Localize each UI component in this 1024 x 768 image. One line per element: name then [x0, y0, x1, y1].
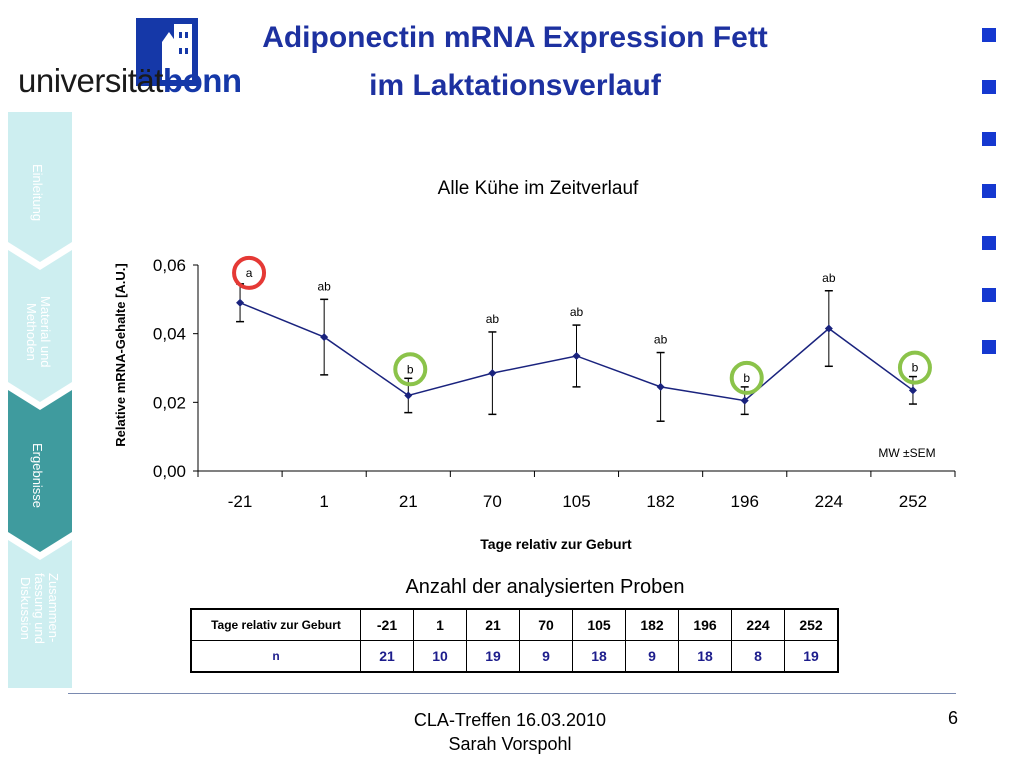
sidebar-label-einleitung: Einleitung — [30, 164, 45, 222]
data-point — [488, 369, 497, 378]
sidebar-nav: Einleitung Material und Methoden Ergebni… — [8, 112, 74, 692]
table-cell: 196 — [678, 608, 732, 641]
decorative-squares — [982, 28, 998, 392]
line-chart: Alle Kühe im Zeitverlauf Relative mRNA-G… — [113, 178, 956, 552]
chart-title: Alle Kühe im Zeitverlauf — [438, 178, 639, 199]
significance-letter: b — [743, 371, 750, 385]
x-tick-label: 21 — [399, 492, 418, 511]
highlight-circle — [232, 255, 267, 290]
table-cell: 9 — [625, 640, 679, 673]
table-cell: 18 — [572, 640, 626, 673]
x-tick-label: 196 — [731, 492, 759, 511]
data-point — [572, 351, 581, 360]
table-cell: 21 — [360, 640, 414, 673]
table-cell: 8 — [731, 640, 785, 673]
sidebar-item-ergebnisse[interactable] — [8, 390, 72, 552]
table-row-label: n — [190, 640, 361, 673]
sidebar-item-diskussion[interactable] — [8, 540, 72, 688]
title-line-2: im Laktationsverlauf — [369, 69, 661, 102]
table-cell: 10 — [413, 640, 467, 673]
square-icon — [982, 236, 996, 250]
table-cell: 70 — [519, 608, 573, 641]
significance-letter: ab — [822, 271, 836, 285]
square-icon — [982, 80, 996, 94]
sidebar-label-diskussion: Zusammen-fassung und Diskussion — [18, 572, 61, 644]
table-cell: 19 — [466, 640, 520, 673]
table-row-days: Tage relativ zur Geburt -21 1 21 70 105 … — [190, 608, 839, 641]
square-icon — [982, 28, 996, 42]
x-tick-label: 70 — [483, 492, 502, 511]
x-tick-label: 252 — [899, 492, 927, 511]
samples-table: Tage relativ zur Geburt -21 1 21 70 105 … — [190, 608, 839, 673]
y-tick-label: 0,04 — [153, 325, 186, 344]
significance-letter: ab — [570, 305, 584, 319]
table-cell: 105 — [572, 608, 626, 641]
data-point — [824, 324, 833, 333]
table-caption: Anzahl der analysierten Proben — [405, 576, 685, 598]
data-point — [908, 386, 917, 395]
logo-wordmark: universitätbonn — [18, 62, 242, 100]
highlight-circle — [729, 360, 764, 395]
table-row-label: Tage relativ zur Geburt — [190, 608, 361, 641]
footer: CLA-Treffen 16.03.2010 Sarah Vorspohl — [380, 708, 640, 756]
sidebar-label-ergebnisse: Ergebnisse — [30, 443, 45, 509]
x-axis-label: Tage relativ zur Geburt — [480, 536, 632, 552]
x-tick-label: 1 — [319, 492, 328, 511]
x-tick-label: -21 — [228, 492, 253, 511]
y-axis-label: Relative mRNA-Gehalte [A.U.] — [113, 263, 128, 446]
table-cell: 9 — [519, 640, 573, 673]
table-cell: 1 — [413, 608, 467, 641]
x-tick-label: 105 — [562, 492, 590, 511]
sidebar-shapes — [8, 112, 72, 688]
university-emblem-icon — [136, 18, 198, 86]
footer-divider — [68, 693, 956, 694]
y-tick-label: 0,00 — [153, 462, 186, 481]
square-icon — [982, 288, 996, 302]
data-point — [236, 298, 245, 307]
table-cell: -21 — [360, 608, 414, 641]
sidebar-label-methoden: Material und Methoden — [24, 296, 53, 368]
square-icon — [982, 132, 996, 146]
title-line-1: Adiponectin mRNA Expression Fett — [262, 21, 768, 54]
university-logo: universitätbonn — [18, 18, 242, 99]
footer-author: Sarah Vorspohl — [448, 734, 572, 754]
sidebar-item-einleitung[interactable] — [8, 112, 72, 262]
y-tick-label: 0,02 — [153, 393, 186, 412]
table-cell: 252 — [784, 608, 839, 641]
significance-letter: a — [246, 266, 253, 280]
x-tick-label: 182 — [646, 492, 674, 511]
significance-letter: b — [912, 361, 919, 375]
significance-letter: ab — [317, 279, 331, 293]
table-cell: 18 — [678, 640, 732, 673]
highlight-circle — [897, 350, 932, 385]
data-point — [320, 333, 329, 342]
square-icon — [982, 340, 996, 354]
data-point — [404, 391, 413, 400]
sidebar-item-methoden[interactable] — [8, 250, 72, 402]
table-row-n: n 21 10 19 9 18 9 18 8 19 — [190, 640, 839, 673]
significance-letter: b — [407, 362, 414, 376]
chart-annotation: MW ±SEM — [878, 446, 935, 460]
y-tick-label: 0,06 — [153, 256, 186, 275]
highlight-circle — [393, 352, 428, 387]
footer-event: CLA-Treffen 16.03.2010 — [413, 710, 607, 730]
table-cell: 182 — [625, 608, 679, 641]
page-title: Adiponectin mRNA Expression Fett im Lakt… — [215, 14, 815, 110]
table-cell: 19 — [784, 640, 839, 673]
data-point — [656, 382, 665, 391]
logo-text-bold: bonn — [162, 62, 242, 99]
significance-letter: ab — [486, 312, 500, 326]
x-tick-label: 224 — [815, 492, 843, 511]
page-number: 6 — [948, 708, 959, 728]
table-cell: 224 — [731, 608, 785, 641]
significance-letter: ab — [654, 333, 668, 347]
table-cell: 21 — [466, 608, 520, 641]
logo-text-light: universität — [18, 62, 163, 99]
square-icon — [982, 184, 996, 198]
data-point — [740, 396, 749, 405]
